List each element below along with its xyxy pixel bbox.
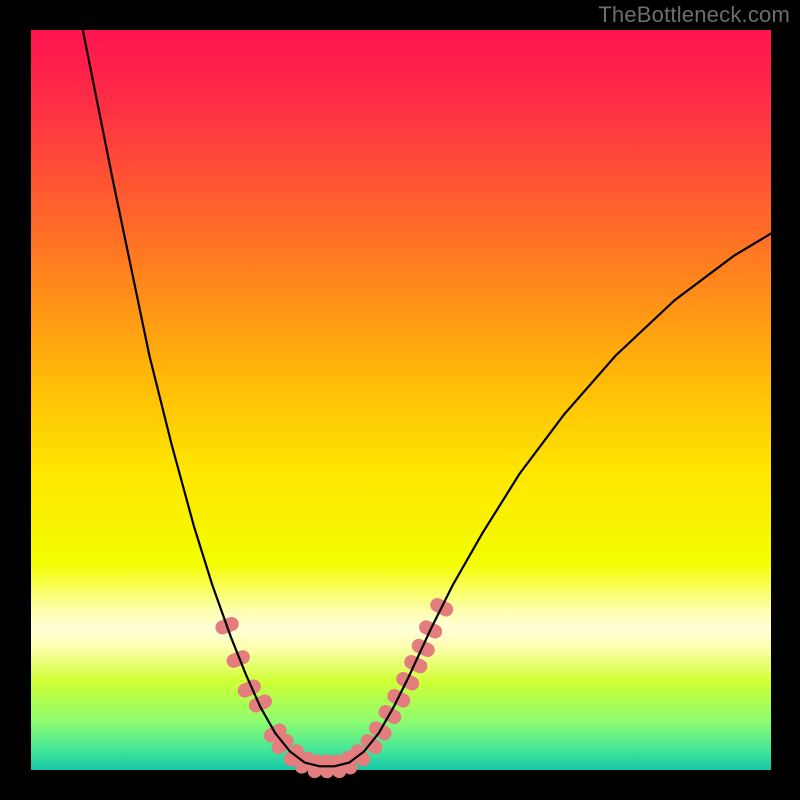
chart-background: [31, 30, 771, 770]
watermark-label: TheBottleneck.com: [598, 2, 790, 28]
bottleneck-chart: [0, 0, 800, 800]
chart-stage: TheBottleneck.com: [0, 0, 800, 800]
